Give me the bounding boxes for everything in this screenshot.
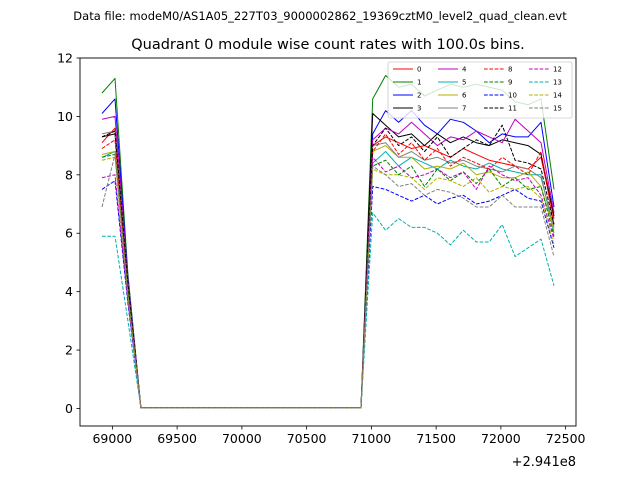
y-tick-label: 6 — [65, 226, 73, 241]
legend-frame — [387, 61, 573, 119]
legend-label-4: 4 — [462, 66, 467, 74]
legend-label-12: 12 — [553, 66, 562, 74]
series-line-15 — [101, 153, 555, 409]
legend-label-8: 8 — [508, 66, 512, 74]
x-tick-label: 71000 — [352, 431, 392, 446]
x-tick-label: 70500 — [287, 431, 327, 446]
x-tick-label: 69500 — [157, 431, 197, 446]
legend-label-9: 9 — [508, 79, 512, 87]
legend-label-6: 6 — [462, 92, 467, 100]
legend-label-7: 7 — [462, 105, 466, 113]
legend-label-11: 11 — [508, 105, 517, 113]
legend-label-14: 14 — [553, 92, 562, 100]
legend-label-0: 0 — [417, 66, 421, 74]
series-line-14 — [101, 156, 555, 409]
legend-label-5: 5 — [462, 79, 466, 87]
x-tick-label: 71500 — [416, 431, 456, 446]
legend-label-15: 15 — [553, 105, 562, 113]
axis-layer: 69000 69500 70000 70500 71000 71500 72000 72500… — [57, 51, 585, 447]
figure-suptitle: Data file: modeM0/AS1A05_227T03_90000028… — [73, 9, 567, 23]
y-tick-label: 12 — [57, 51, 73, 66]
x-tick-label: 70000 — [222, 431, 262, 446]
y-tick-label: 0 — [65, 401, 73, 416]
legend-label-1: 1 — [417, 79, 421, 87]
chart-title: Quadrant 0 module wise count rates with … — [131, 37, 525, 53]
x-tick-label: 72000 — [481, 431, 521, 446]
x-tick-label: 72500 — [546, 431, 586, 446]
x-offset-text: +2.941e8 — [512, 455, 576, 470]
series-layer — [101, 75, 555, 409]
x-tick-label: 69000 — [92, 431, 132, 446]
y-tick-label: 4 — [65, 284, 73, 299]
y-tick-label: 10 — [57, 109, 73, 124]
y-tick-label: 2 — [65, 343, 73, 358]
legend-label-3: 3 — [417, 105, 421, 113]
y-tick-label: 8 — [65, 167, 73, 182]
legend-label-13: 13 — [553, 79, 562, 87]
legend-label-10: 10 — [508, 92, 517, 100]
plot-frame — [79, 57, 577, 427]
legend-label-2: 2 — [417, 92, 421, 100]
